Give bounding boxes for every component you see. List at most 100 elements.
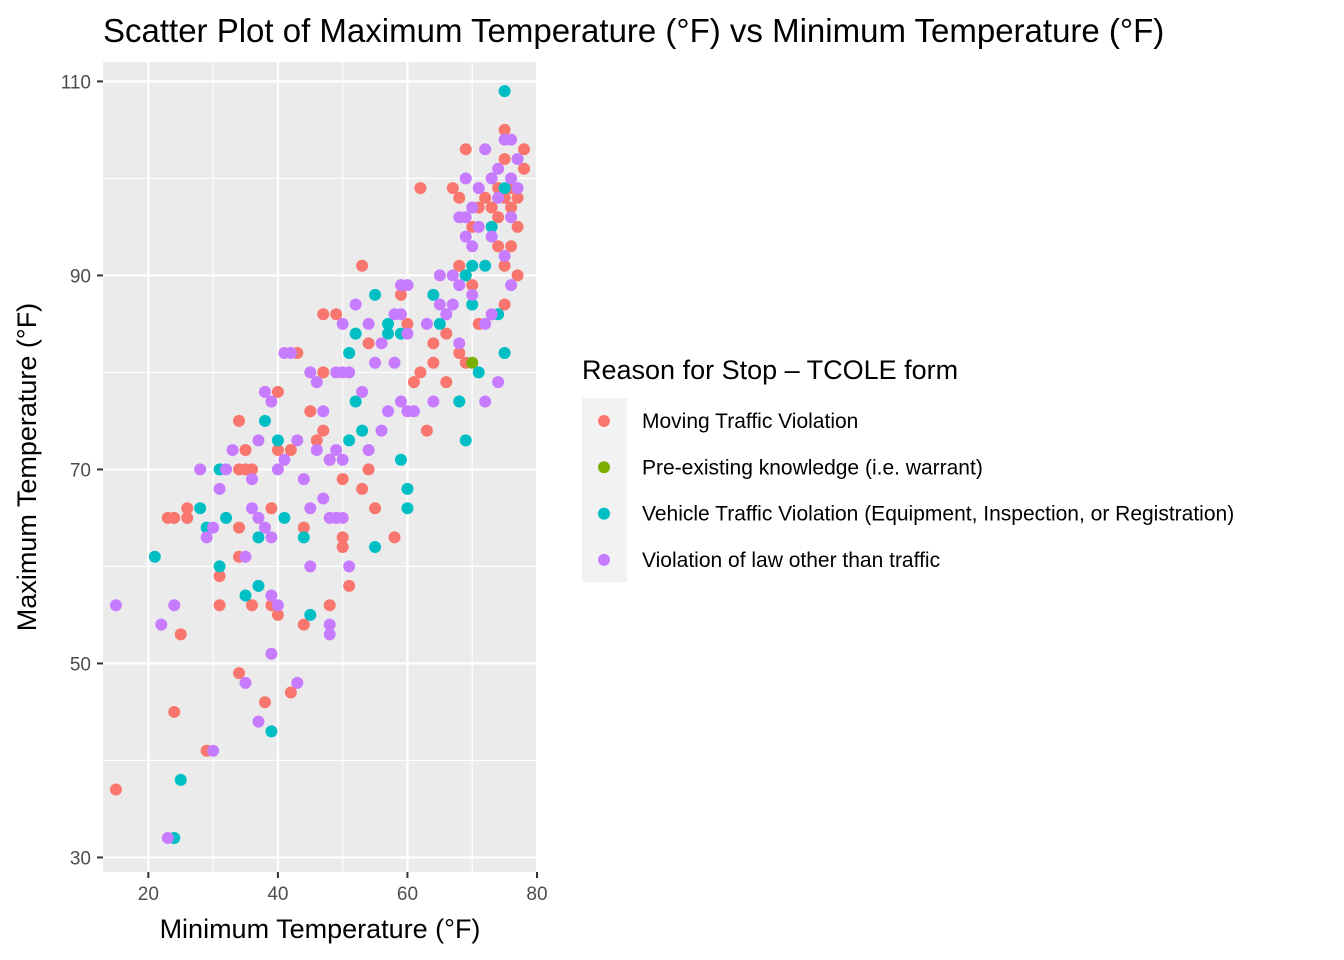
data-point (252, 531, 265, 544)
data-point (330, 444, 343, 457)
y-tick-label: 110 (61, 72, 91, 93)
data-point (252, 434, 265, 447)
legend-key (598, 415, 610, 427)
data-point (317, 366, 330, 379)
data-point (265, 647, 278, 660)
data-point (323, 599, 336, 612)
data-point (245, 502, 258, 515)
data-point (336, 473, 349, 486)
data-point (233, 414, 246, 427)
data-point (356, 385, 369, 398)
data-point (453, 191, 466, 204)
x-tick-label: 20 (138, 884, 159, 905)
data-point (297, 531, 310, 544)
data-point (155, 618, 168, 631)
data-point (271, 599, 284, 612)
data-point (466, 288, 479, 301)
data-point (446, 182, 459, 195)
data-point (330, 308, 343, 321)
data-point (239, 444, 252, 457)
data-point (174, 628, 187, 641)
data-point (453, 337, 466, 350)
data-point (440, 327, 453, 340)
data-point (194, 463, 207, 476)
data-point (181, 511, 194, 524)
data-point (394, 308, 407, 321)
data-point (472, 182, 485, 195)
legend-key (598, 507, 610, 520)
data-point (382, 405, 395, 418)
data-point (414, 366, 427, 379)
data-point (291, 434, 304, 447)
y-axis: 30 50 70 90 110 (61, 72, 103, 869)
data-point (245, 473, 258, 486)
data-point (343, 347, 356, 360)
data-point (479, 259, 492, 272)
data-point (304, 405, 317, 418)
data-point (362, 317, 375, 330)
data-point (407, 405, 420, 418)
data-point (258, 385, 271, 398)
data-point (388, 356, 401, 369)
legend-key-background (582, 398, 627, 582)
data-point (394, 453, 407, 466)
data-point (271, 608, 284, 621)
data-point (291, 676, 304, 689)
data-point (511, 269, 524, 282)
data-point (427, 395, 440, 408)
data-point (271, 385, 284, 398)
data-point (375, 424, 388, 437)
data-point (356, 424, 369, 437)
x-tick-label: 80 (526, 884, 547, 905)
data-point (498, 182, 511, 195)
data-point (433, 298, 446, 311)
data-point (323, 628, 336, 641)
data-point (498, 123, 511, 136)
data-point (265, 531, 278, 544)
data-point (271, 463, 284, 476)
x-tick-label: 60 (397, 884, 418, 905)
data-point (453, 347, 466, 360)
data-point (343, 579, 356, 592)
data-point (317, 424, 330, 437)
data-point (336, 531, 349, 544)
data-point (362, 444, 375, 457)
data-point (505, 201, 518, 214)
data-point (466, 298, 479, 311)
data-point (109, 599, 122, 612)
data-point (213, 599, 226, 612)
data-point (518, 143, 531, 156)
data-point (511, 153, 524, 166)
major-gridlines (103, 62, 539, 872)
data-point (258, 521, 271, 534)
data-point (440, 308, 453, 321)
data-point (323, 618, 336, 631)
data-point (174, 773, 187, 786)
data-point (505, 172, 518, 185)
data-point (407, 376, 420, 389)
data-point (265, 589, 278, 602)
data-point (213, 560, 226, 573)
data-point (388, 531, 401, 544)
data-point (427, 356, 440, 369)
legend-label: Moving Traffic Violation (642, 410, 858, 433)
data-point (310, 376, 323, 389)
data-point (401, 482, 414, 495)
y-tick-label: 30 (70, 848, 91, 869)
data-point (479, 191, 492, 204)
data-point (336, 511, 349, 524)
legend-items: Moving Traffic Violation Pre-existing kno… (598, 410, 1234, 572)
y-axis-title: Maximum Temperature (°F) (12, 303, 42, 631)
data-point (369, 541, 382, 554)
data-point (505, 240, 518, 253)
data-point (492, 191, 505, 204)
data-point (401, 502, 414, 515)
data-point (498, 298, 511, 311)
legend-title: Reason for Stop – TCOLE form (582, 355, 958, 385)
data-point (271, 434, 284, 447)
legend-key (598, 461, 610, 474)
data-point (369, 356, 382, 369)
data-point (433, 269, 446, 282)
